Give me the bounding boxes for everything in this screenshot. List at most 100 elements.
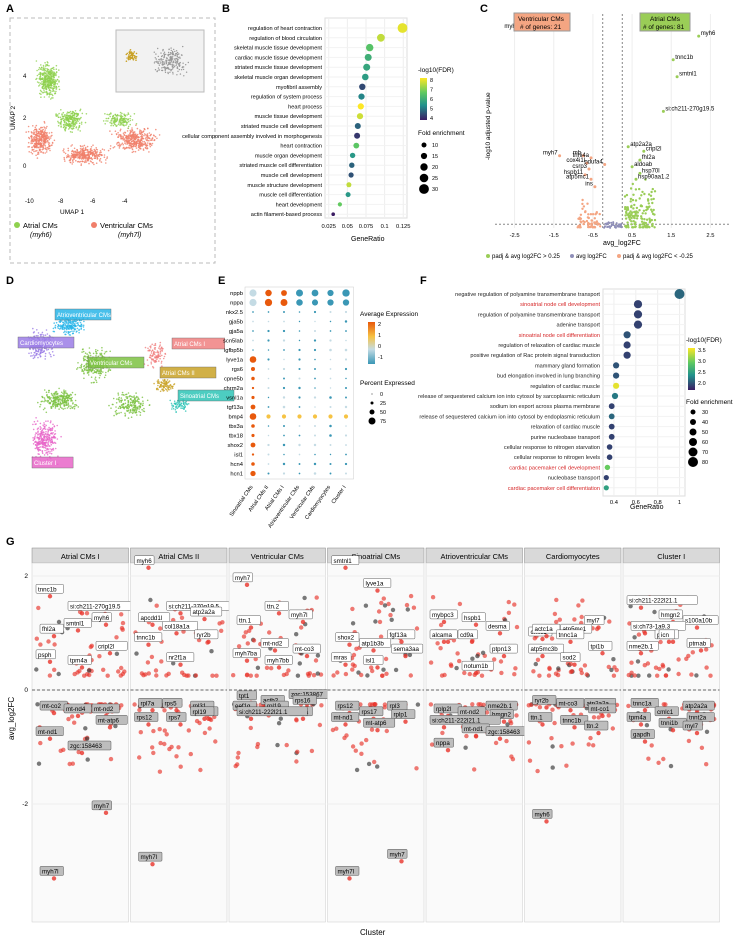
dotplot-dot	[281, 414, 287, 419]
umap-cluster-tags: Atrioventricular CMsCardiomyocytesVentri…	[17, 308, 235, 469]
umap-d-point	[65, 401, 68, 404]
umap-a-point	[72, 161, 74, 163]
panel-b-dot	[345, 192, 351, 198]
umap-d-point	[89, 354, 92, 357]
facet-point	[67, 761, 72, 767]
volcano-point	[624, 225, 627, 228]
umap-d-point	[34, 441, 37, 443]
umap-d-point	[32, 439, 35, 442]
umap-d-point	[41, 333, 43, 336]
umap-a-point	[118, 120, 121, 123]
umap-d-point	[73, 324, 75, 326]
umap-a-point	[100, 161, 103, 163]
umap-a-point	[119, 128, 122, 131]
umap-a-point	[134, 136, 136, 138]
umap-a-point	[55, 115, 57, 117]
umap-d-point	[43, 428, 45, 430]
umap-inset-point	[162, 50, 164, 52]
umap-a-point	[53, 87, 55, 89]
facet-point	[219, 628, 224, 633]
umap-a-point	[44, 141, 46, 143]
umap-d-point	[163, 382, 165, 384]
facet-labeled-point	[178, 662, 183, 667]
umap-a-point	[47, 82, 50, 84]
umap-a-point	[35, 128, 37, 130]
legend-atrial-label: Atrial CMs	[23, 221, 58, 230]
umap-d-point	[122, 403, 125, 406]
dotplot-dot	[250, 442, 256, 448]
panel-f-dot	[623, 331, 631, 339]
umap-a-point	[146, 142, 149, 144]
volcano-point	[614, 225, 616, 227]
umap-d-point	[80, 367, 82, 369]
facet-point	[116, 669, 121, 674]
umap-a-point	[32, 125, 34, 127]
umap-cluster-tag-label: Atrial CMs II	[162, 371, 195, 377]
umap-d-point	[38, 449, 41, 451]
facet-point	[132, 702, 137, 707]
umap-a-point	[152, 134, 155, 136]
volcano-point	[651, 224, 654, 228]
dotplot-gene-label: isl1	[234, 453, 243, 459]
umap-d-point	[81, 351, 83, 353]
umap-inset-point	[169, 53, 171, 56]
umap-d-point	[47, 401, 49, 403]
panel-f-dot	[613, 382, 620, 389]
dotplot-gene-label: hcn1	[230, 472, 243, 478]
dotplot-gene-label: nkx2.5	[226, 310, 243, 316]
umap-d-point	[50, 420, 52, 422]
panel-f-dot	[608, 413, 615, 420]
umap-a-point	[137, 139, 139, 141]
umap-d-point	[158, 386, 161, 388]
facet-point	[209, 649, 214, 654]
umap-a-point	[69, 161, 72, 164]
dotplot-size-key-label: 25	[380, 401, 386, 407]
umap-a-point	[58, 88, 61, 91]
umap-a-point	[105, 162, 107, 164]
umap-d-point	[46, 448, 49, 450]
umap-d-point	[159, 357, 161, 360]
umap-d-point	[94, 376, 97, 379]
umap-d-point	[45, 391, 48, 394]
umap-a-point	[141, 131, 143, 133]
umap-a-point	[39, 84, 41, 86]
dotplot-dot	[280, 299, 288, 306]
facet-point	[319, 703, 324, 708]
umap-a-point	[141, 133, 144, 136]
volcano-point	[640, 217, 644, 220]
umap-a-point	[63, 156, 65, 159]
umap-d-point	[32, 437, 34, 439]
umap-d-point	[114, 410, 117, 413]
umap-a-point	[109, 147, 112, 150]
volcano-legend-up-swatch	[486, 254, 490, 258]
umap-d-point	[152, 358, 154, 361]
facet-point	[254, 673, 259, 678]
umap-d-point	[120, 397, 123, 399]
umap-a-point	[121, 119, 123, 121]
facet-point	[233, 763, 238, 769]
umap-a-point	[138, 141, 141, 143]
umap-a-point	[46, 140, 48, 143]
umap-a-point	[43, 122, 46, 124]
dotplot-size-key	[371, 393, 373, 395]
umap-d-point	[164, 385, 167, 387]
umap-a-point	[145, 139, 148, 142]
umap-a-point	[47, 137, 49, 140]
umap-d-point	[44, 428, 47, 431]
umap-a-point	[124, 147, 126, 150]
facet-point	[137, 707, 142, 713]
umap-d-point	[37, 434, 39, 436]
umap-a-point	[87, 159, 89, 162]
umap-d-point	[75, 331, 78, 333]
umap-a-point	[86, 153, 88, 156]
umap-a-point	[45, 127, 47, 129]
panel-f-term-label: purine nucleobase transport	[531, 435, 601, 441]
dotplot-dot	[329, 358, 332, 361]
umap-d-point	[33, 335, 36, 338]
umap-a-point	[85, 149, 87, 151]
umap-inset-point	[185, 63, 187, 66]
umap-d-point	[133, 406, 136, 409]
dotplot-gene-label: cpne5b	[224, 377, 243, 383]
umap-inset-point	[174, 59, 176, 61]
umap-d-point	[48, 426, 50, 429]
